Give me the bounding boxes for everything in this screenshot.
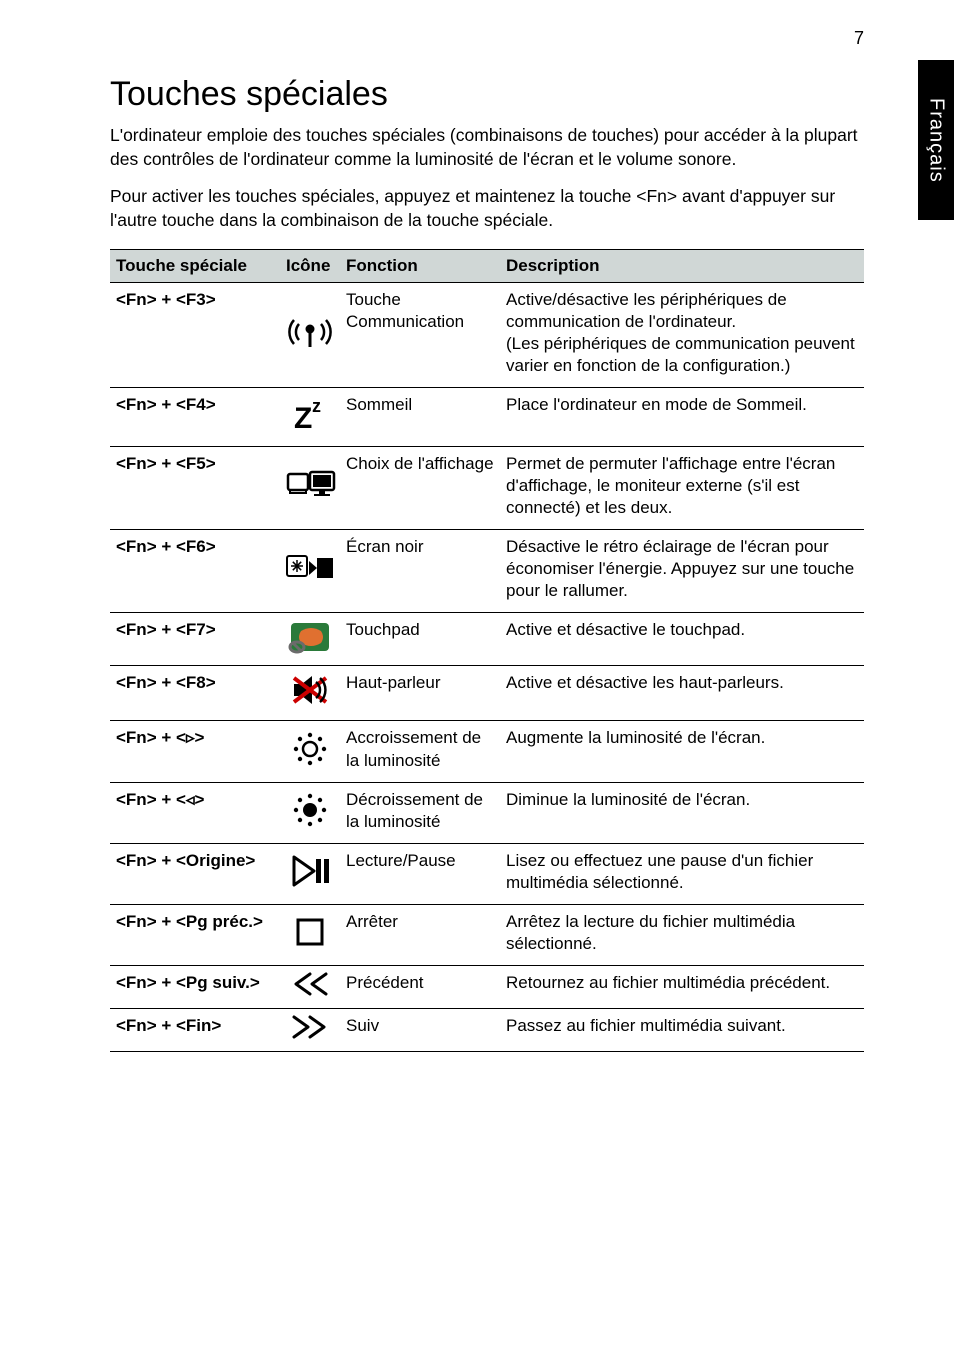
communication-icon — [288, 312, 332, 352]
hotkey-function: Touchpad — [340, 613, 500, 666]
col-icon: Icône — [280, 249, 340, 282]
hotkey-description: Arrêtez la lecture du fichier multimédia… — [500, 905, 864, 966]
hotkey-function: Suiv — [340, 1009, 500, 1052]
hotkey-icon-cell — [280, 782, 340, 843]
previous-icon — [290, 970, 330, 998]
table-row: <Fn> + <Pg suiv.> Précédent Retournez au… — [110, 966, 864, 1009]
table-row: <Fn> + <▹> Accroissement de la luminosit… — [110, 721, 864, 782]
hotkey-combo: <Fn> + <F7> — [110, 613, 280, 666]
col-func: Fonction — [340, 249, 500, 282]
hotkey-icon-cell — [280, 721, 340, 782]
sleep-icon: Z z — [288, 392, 332, 436]
hotkey-combo: <Fn> + <▹> — [110, 721, 280, 782]
hotkey-combo: <Fn> + <Fin> — [110, 1009, 280, 1052]
table-row: <Fn> + <F8> Haut-parleur Active et désac… — [110, 666, 864, 721]
hotkey-function: Choix de l'affichage — [340, 446, 500, 529]
hotkey-combo: <Fn> + <Pg suiv.> — [110, 966, 280, 1009]
table-row: <Fn> + <F6> Écran noir — [110, 530, 864, 613]
play-pause-icon — [290, 853, 330, 889]
hotkey-icon-cell — [280, 666, 340, 721]
hotkey-function: Sommeil — [340, 387, 500, 446]
hotkey-function: Lecture/Pause — [340, 843, 500, 904]
hotkey-combo: <Fn> + <Pg préc.> — [110, 905, 280, 966]
hotkey-combo: <Fn> + <◃> — [110, 782, 280, 843]
hotkeys-table: Touche spéciale Icône Fonction Descripti… — [110, 249, 864, 1053]
touchpad-icon — [287, 617, 333, 655]
table-row: <Fn> + <F7> Touchpad Active et désactive… — [110, 613, 864, 666]
page-number: 7 — [854, 28, 864, 49]
table-row: <Fn> + <F5> Choix de l'affichage Permet … — [110, 446, 864, 529]
hotkey-icon-cell — [280, 613, 340, 666]
hotkey-icon-cell — [280, 966, 340, 1009]
hotkey-function: Arrêter — [340, 905, 500, 966]
table-row: <Fn> + <F3> Touche Communication Active/… — [110, 282, 864, 387]
hotkey-combo: <Fn> + <F4> — [110, 387, 280, 446]
hotkey-icon-cell — [280, 530, 340, 613]
hotkey-icon-cell — [280, 282, 340, 387]
hotkey-combo: <Fn> + <F5> — [110, 446, 280, 529]
col-desc: Description — [500, 249, 864, 282]
table-row: <Fn> + <◃> Décroissement de la luminosit… — [110, 782, 864, 843]
hotkey-description: Active et désactive les haut-parleurs. — [500, 666, 864, 721]
hotkey-icon-cell — [280, 1009, 340, 1052]
hotkey-icon-cell — [280, 905, 340, 966]
speaker-icon — [288, 670, 332, 710]
hotkey-function: Touche Communication — [340, 282, 500, 387]
heading-touches-speciales: Touches spéciales — [110, 75, 864, 114]
hotkey-function: Décroissement de la luminosité — [340, 782, 500, 843]
hotkey-combo: <Fn> + <F6> — [110, 530, 280, 613]
hotkey-description: Désactive le rétro éclairage de l'écran … — [500, 530, 864, 613]
hotkey-description: Active et désactive le touchpad. — [500, 613, 864, 666]
table-row: <Fn> + <Pg préc.> Arrêter Arrêtez la lec… — [110, 905, 864, 966]
stop-icon — [294, 916, 326, 948]
intro-paragraph-1: L'ordinateur emploie des touches spécial… — [110, 124, 864, 171]
display-toggle-icon — [286, 470, 336, 500]
table-row: <Fn> + <Origine> Lecture/Pause Lisez ou … — [110, 843, 864, 904]
next-icon — [290, 1013, 330, 1041]
table-header-row: Touche spéciale Icône Fonction Descripti… — [110, 249, 864, 282]
screen-off-icon — [286, 555, 334, 581]
hotkey-function: Écran noir — [340, 530, 500, 613]
brightness-down-icon — [290, 790, 330, 830]
hotkey-icon-cell — [280, 446, 340, 529]
hotkey-function: Précédent — [340, 966, 500, 1009]
language-tab: Français — [918, 60, 954, 220]
svg-text:z: z — [312, 396, 321, 416]
hotkey-combo: <Fn> + <F3> — [110, 282, 280, 387]
hotkey-combo: <Fn> + <F8> — [110, 666, 280, 721]
hotkey-icon-cell: Z z — [280, 387, 340, 446]
hotkey-description: Place l'ordinateur en mode de Sommeil. — [500, 387, 864, 446]
hotkey-function: Accroissement de la luminosité — [340, 721, 500, 782]
svg-text:Z: Z — [294, 402, 312, 435]
hotkey-description: Retournez au fichier multimédia précéden… — [500, 966, 864, 1009]
hotkey-description: Passez au fichier multimédia suivant. — [500, 1009, 864, 1052]
hotkey-icon-cell — [280, 843, 340, 904]
hotkey-function: Haut-parleur — [340, 666, 500, 721]
hotkey-combo: <Fn> + <Origine> — [110, 843, 280, 904]
table-row: <Fn> + <Fin> Suiv Passez au fichier mult… — [110, 1009, 864, 1052]
table-row: <Fn> + <F4> Z z Sommeil Place l'ordinate… — [110, 387, 864, 446]
hotkey-description: Active/désactive les périphériques de co… — [500, 282, 864, 387]
hotkey-description: Augmente la luminosité de l'écran. — [500, 721, 864, 782]
hotkey-description: Diminue la luminosité de l'écran. — [500, 782, 864, 843]
hotkey-description: Lisez ou effectuez une pause d'un fichie… — [500, 843, 864, 904]
intro-paragraph-2: Pour activer les touches spéciales, appu… — [110, 185, 864, 232]
col-key: Touche spéciale — [110, 249, 280, 282]
hotkey-description: Permet de permuter l'affichage entre l'é… — [500, 446, 864, 529]
brightness-up-icon — [290, 729, 330, 769]
